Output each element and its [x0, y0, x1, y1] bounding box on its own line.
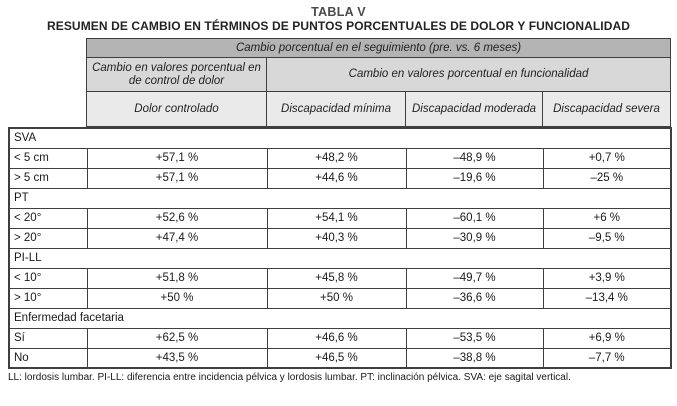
cell-value: +6,9 % — [542, 327, 672, 349]
row-label: > 10° — [8, 287, 88, 309]
table-title: TABLA V — [311, 5, 366, 19]
header-followup-label: Cambio porcentual en el seguimiento (pre… — [85, 38, 672, 58]
table-row: > 10° +50 % +50 % –36,6 % –13,4 % — [8, 287, 672, 309]
section-row: PT — [8, 187, 672, 209]
cell-value: +50 % — [86, 287, 268, 309]
cell-value: +3,9 % — [542, 267, 672, 289]
cell-value: +46,5 % — [266, 347, 407, 369]
cell-value: –38,8 % — [405, 347, 544, 369]
column-header-discapacidad-moderada: Discapacidad moderada — [405, 91, 543, 127]
table-subtitle: RESUMEN DE CAMBIO EN TÉRMINOS DE PUNTOS … — [46, 19, 631, 33]
table-row: Sí +62,5 % +46,6 % –53,5 % +6,9 % — [8, 327, 672, 349]
cell-value: –36,6 % — [405, 287, 544, 309]
cell-value: +43,5 % — [86, 347, 268, 369]
cell-value: –9,5 % — [542, 227, 672, 249]
table-row: No +43,5 % +46,5 % –38,8 % –7,7 % — [8, 347, 672, 369]
row-label: < 5 cm — [8, 147, 88, 169]
cell-value: +52,6 % — [86, 207, 268, 229]
cell-value: –53,5 % — [405, 327, 544, 349]
section-label: PI-LL — [8, 247, 672, 269]
row-label: No — [8, 347, 88, 369]
cell-value: +45,8 % — [266, 267, 407, 289]
section-row: PI-LL — [8, 247, 672, 269]
header-group-function: Cambio en valores porcentual en funciona… — [265, 57, 672, 92]
cell-value: –48,9 % — [405, 147, 544, 169]
section-row: SVA — [8, 127, 672, 149]
data-table: SVA < 5 cm +57,1 % +48,2 % –48,9 % +0,7 … — [8, 127, 673, 369]
column-header-discapacidad-minima: Discapacidad mínima — [266, 91, 406, 127]
cell-value: –19,6 % — [405, 167, 544, 189]
cell-value: +62,5 % — [86, 327, 268, 349]
section-label: SVA — [8, 127, 672, 149]
cell-value: –7,7 % — [542, 347, 672, 369]
column-header-dolor-controlado: Dolor controlado — [86, 91, 267, 127]
row-label: < 10° — [8, 267, 88, 289]
cell-value: +57,1 % — [86, 167, 268, 189]
table-row: < 20° +52,6 % +54,1 % –60,1 % +6 % — [8, 207, 672, 229]
table-row: > 20° +47,4 % +40,3 % –30,9 % –9,5 % — [8, 227, 672, 249]
cell-value: +47,4 % — [86, 227, 268, 249]
cell-value: –60,1 % — [405, 207, 544, 229]
header-row-groups: Cambio en valores porcentual en de contr… — [86, 57, 672, 92]
section-row: Enfermedad facetaria — [8, 307, 672, 329]
header-table: Cambio porcentual en el seguimiento (pre… — [85, 38, 672, 127]
cell-value: +0,7 % — [542, 147, 672, 169]
cell-value: +54,1 % — [266, 207, 407, 229]
cell-value: +57,1 % — [86, 147, 268, 169]
cell-value: –25 % — [542, 167, 672, 189]
header-row-followup: Cambio porcentual en el seguimiento (pre… — [85, 38, 672, 58]
cell-value: –30,9 % — [405, 227, 544, 249]
cell-value: +51,8 % — [86, 267, 268, 289]
column-header-discapacidad-severa: Discapacidad severa — [541, 91, 672, 127]
row-label: Sí — [8, 327, 88, 349]
row-label: < 20° — [8, 207, 88, 229]
cell-value: +48,2 % — [266, 147, 407, 169]
cell-value: +6 % — [542, 207, 672, 229]
cell-value: +46,6 % — [266, 327, 407, 349]
table-caption: TABLA V RESUMEN DE CAMBIO EN TÉRMINOS DE… — [0, 0, 677, 33]
table-row: < 5 cm +57,1 % +48,2 % –48,9 % +0,7 % — [8, 147, 672, 169]
section-label: PT — [8, 187, 672, 209]
row-label: > 20° — [8, 227, 88, 249]
cell-value: –13,4 % — [542, 287, 672, 309]
header-row-columns: Dolor controlado Discapacidad mínima Dis… — [86, 91, 672, 127]
cell-value: –49,7 % — [405, 267, 544, 289]
cell-value: +44,6 % — [266, 167, 407, 189]
cell-value: +40,3 % — [266, 227, 407, 249]
table-row: > 5 cm +57,1 % +44,6 % –19,6 % –25 % — [8, 167, 672, 189]
section-label: Enfermedad facetaria — [8, 307, 672, 329]
cell-value: +50 % — [266, 287, 407, 309]
footnote: LL: lordosis lumbar. PI-LL: diferencia e… — [8, 372, 571, 383]
header-group-pain: Cambio en valores porcentual en de contr… — [86, 57, 267, 92]
row-label: > 5 cm — [8, 167, 88, 189]
table-row: < 10° +51,8 % +45,8 % –49,7 % +3,9 % — [8, 267, 672, 289]
